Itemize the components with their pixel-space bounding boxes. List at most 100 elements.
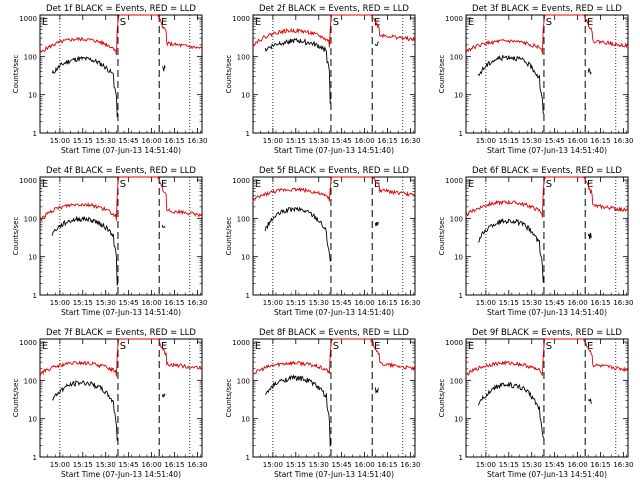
y-axis-label: Counts/sec: [12, 379, 20, 418]
y-axis-label: Counts/sec: [12, 55, 20, 94]
x-axis-label: Start Time (07-Jun-13 14:51:40): [274, 146, 394, 155]
panel-title: Det 9f BLACK = Events, RED = LLD: [472, 328, 622, 338]
y-tick-label: 100: [24, 53, 37, 61]
y-tick-label: 1: [246, 454, 250, 462]
y-tick-label: 100: [237, 215, 250, 223]
panel-title: Det 2f BLACK = Events, RED = LLD: [259, 4, 409, 14]
x-tick-label: 15:00: [263, 461, 283, 469]
panel-frame: [465, 338, 629, 458]
x-tick-label: 16:30: [400, 137, 420, 145]
events-black-fragment: [587, 397, 592, 404]
y-tick-label: 1: [459, 130, 463, 138]
x-tick-label: 15:15: [499, 137, 519, 145]
marker-e: E: [374, 17, 380, 28]
y-tick-label: 1000: [445, 177, 463, 185]
y-tick-label: 1000: [19, 177, 37, 185]
y-tick-label: 1: [246, 292, 250, 300]
panel-frame: [465, 14, 629, 134]
x-tick-label: 15:45: [119, 137, 139, 145]
marker-e: E: [587, 17, 593, 28]
panel-title: Det 5f BLACK = Events, RED = LLD: [259, 166, 409, 176]
panel-frame: [39, 176, 203, 296]
panel-corner-label: E: [255, 17, 261, 28]
panel-frame: [252, 176, 416, 296]
panel-title: Det 8f BLACK = Events, RED = LLD: [259, 328, 409, 338]
x-tick-label: 16:30: [187, 461, 207, 469]
panel-7: Det 7f BLACK = Events, RED = LLD 1 10 100 10…: [12, 328, 208, 479]
x-tick-label: 16:00: [567, 299, 587, 307]
panel-corner-label: E: [468, 17, 474, 28]
marker-e: E: [161, 17, 167, 28]
events-black-fragment: [161, 224, 166, 229]
events-black-curve: [264, 206, 332, 263]
x-tick-label: 15:45: [332, 461, 352, 469]
marker-e: E: [374, 341, 380, 352]
marker-s: S: [546, 341, 552, 352]
y-tick-label: 10: [28, 254, 37, 262]
events-black-fragment: [587, 68, 592, 75]
y-tick-label: 100: [450, 53, 463, 61]
panel-4: Det 4f BLACK = Events, RED = LLD 1 10 100 10…: [12, 166, 208, 317]
x-tick-label: 15:30: [309, 461, 329, 469]
marker-s: S: [333, 179, 339, 190]
x-tick-label: 15:00: [476, 299, 496, 307]
x-tick-label: 16:15: [377, 299, 397, 307]
x-tick-label: 15:15: [286, 137, 306, 145]
y-tick-label: 10: [28, 416, 37, 424]
x-tick-label: 16:15: [164, 299, 184, 307]
x-tick-label: 15:00: [476, 461, 496, 469]
marker-s: S: [333, 17, 339, 28]
x-tick-label: 15:45: [119, 461, 139, 469]
lld-red-curve: [39, 176, 203, 222]
x-tick-label: 15:30: [522, 461, 542, 469]
y-tick-label: 10: [28, 92, 37, 100]
y-tick-label: 1000: [232, 339, 250, 347]
x-tick-label: 16:30: [187, 299, 207, 307]
lld-red-curve: [252, 14, 416, 48]
x-tick-label: 16:00: [567, 137, 587, 145]
y-tick-label: 10: [454, 254, 463, 262]
x-axis-label: Start Time (07-Jun-13 14:51:40): [274, 470, 394, 479]
x-tick-label: 15:45: [332, 299, 352, 307]
x-tick-label: 15:15: [73, 137, 93, 145]
x-axis-label: Start Time (07-Jun-13 14:51:40): [487, 146, 607, 155]
y-tick-label: 1000: [19, 339, 37, 347]
x-tick-label: 16:30: [613, 461, 633, 469]
panel-title: Det 6f BLACK = Events, RED = LLD: [472, 166, 622, 176]
marker-s: S: [546, 179, 552, 190]
panel-9: Det 9f BLACK = Events, RED = LLD 1 10 100 10…: [438, 328, 634, 479]
x-tick-label: 16:15: [164, 461, 184, 469]
events-black-fragment: [161, 64, 166, 72]
events-black-fragment: [374, 41, 379, 47]
marker-s: S: [120, 17, 126, 28]
x-tick-label: 16:00: [141, 299, 161, 307]
y-tick-label: 10: [241, 254, 250, 262]
events-black-fragment: [587, 232, 592, 240]
lld-red-curve: [252, 176, 416, 202]
marker-s: S: [333, 341, 339, 352]
panel-8: Det 8f BLACK = Events, RED = LLD 1 10 100 10…: [225, 328, 421, 479]
marker-e: E: [587, 179, 593, 190]
x-tick-label: 15:00: [263, 299, 283, 307]
y-tick-label: 1: [33, 454, 37, 462]
y-tick-label: 1000: [445, 15, 463, 23]
panel-corner-label: E: [42, 17, 48, 28]
events-black-curve: [51, 215, 119, 286]
x-tick-label: 16:15: [590, 137, 610, 145]
x-tick-label: 15:30: [522, 137, 542, 145]
events-black-curve: [52, 380, 119, 441]
x-tick-label: 16:15: [590, 461, 610, 469]
panel-6: Det 6f BLACK = Events, RED = LLD 1 10 100 10…: [438, 166, 634, 317]
y-axis-label: Counts/sec: [438, 55, 446, 94]
x-tick-label: 16:15: [377, 461, 397, 469]
y-tick-label: 1: [33, 292, 37, 300]
panel-corner-label: E: [468, 341, 474, 352]
x-tick-label: 15:15: [499, 299, 519, 307]
x-tick-label: 15:45: [545, 299, 565, 307]
y-tick-label: 100: [237, 53, 250, 61]
panel-frame: [252, 338, 416, 458]
x-tick-label: 16:15: [590, 299, 610, 307]
y-tick-label: 100: [24, 377, 37, 385]
y-tick-label: 100: [24, 215, 37, 223]
marker-s: S: [120, 341, 126, 352]
